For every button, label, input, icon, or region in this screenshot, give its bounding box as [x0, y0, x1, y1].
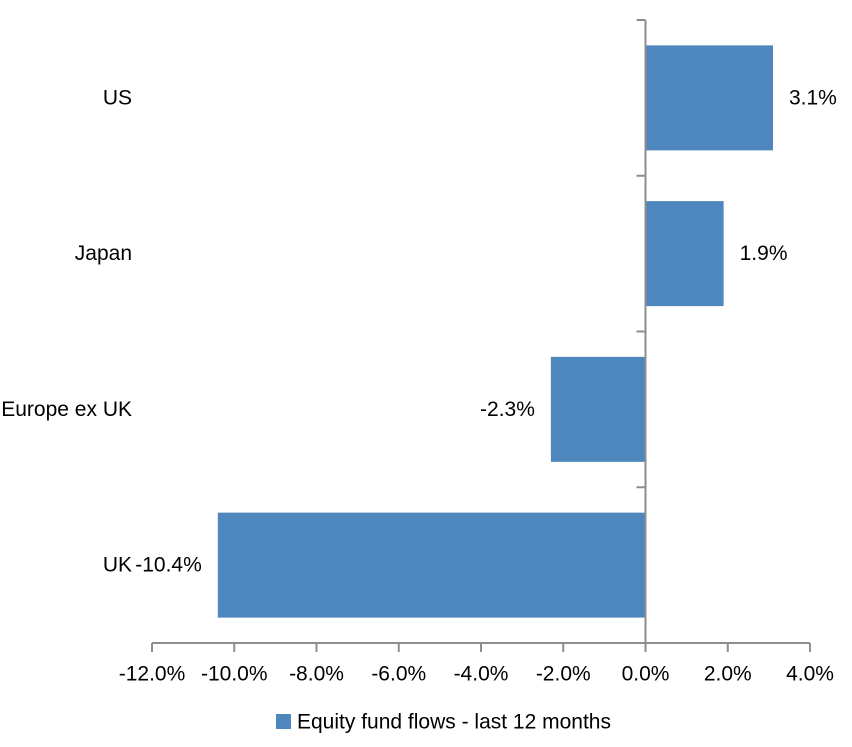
x-tick-label: -8.0% — [289, 663, 344, 686]
bar-uk — [217, 512, 646, 618]
legend: Equity fund flows - last 12 months — [276, 711, 611, 734]
x-tick-label: 2.0% — [704, 663, 752, 686]
x-tick-label: -10.0% — [201, 663, 268, 686]
data-label: 1.9% — [740, 242, 788, 265]
bar-japan — [645, 201, 724, 307]
axes — [151, 19, 811, 652]
x-tick-label: 4.0% — [786, 663, 834, 686]
data-label: -10.4% — [135, 554, 202, 577]
data-label: -2.3% — [480, 398, 535, 421]
legend-label: Equity fund flows - last 12 months — [297, 711, 611, 734]
x-tick-label: -4.0% — [454, 663, 509, 686]
category-label-us: US — [103, 86, 132, 109]
bar-europe-ex-uk — [550, 356, 646, 462]
legend-swatch-icon — [276, 714, 291, 729]
x-tick-label: 0.0% — [622, 663, 670, 686]
category-label-europe-ex-uk: Europe ex UK — [1, 398, 132, 421]
data-labels: 3.1% 1.9% -2.3% -10.4% — [135, 86, 837, 576]
bar-us — [645, 45, 773, 151]
bar-series — [217, 45, 773, 618]
x-tick-label: -6.0% — [371, 663, 426, 686]
x-tick-label: -12.0% — [119, 663, 186, 686]
x-tick-label: -2.0% — [536, 663, 591, 686]
category-label-japan: Japan — [75, 242, 132, 265]
data-label: 3.1% — [789, 86, 837, 109]
category-label-uk: UK — [103, 554, 132, 577]
category-axis-labels: US Japan Europe ex UK UK — [1, 86, 132, 576]
x-axis-tick-labels: -12.0% -10.0% -8.0% -6.0% -4.0% -2.0% 0.0% 2.0%… — [119, 663, 834, 686]
